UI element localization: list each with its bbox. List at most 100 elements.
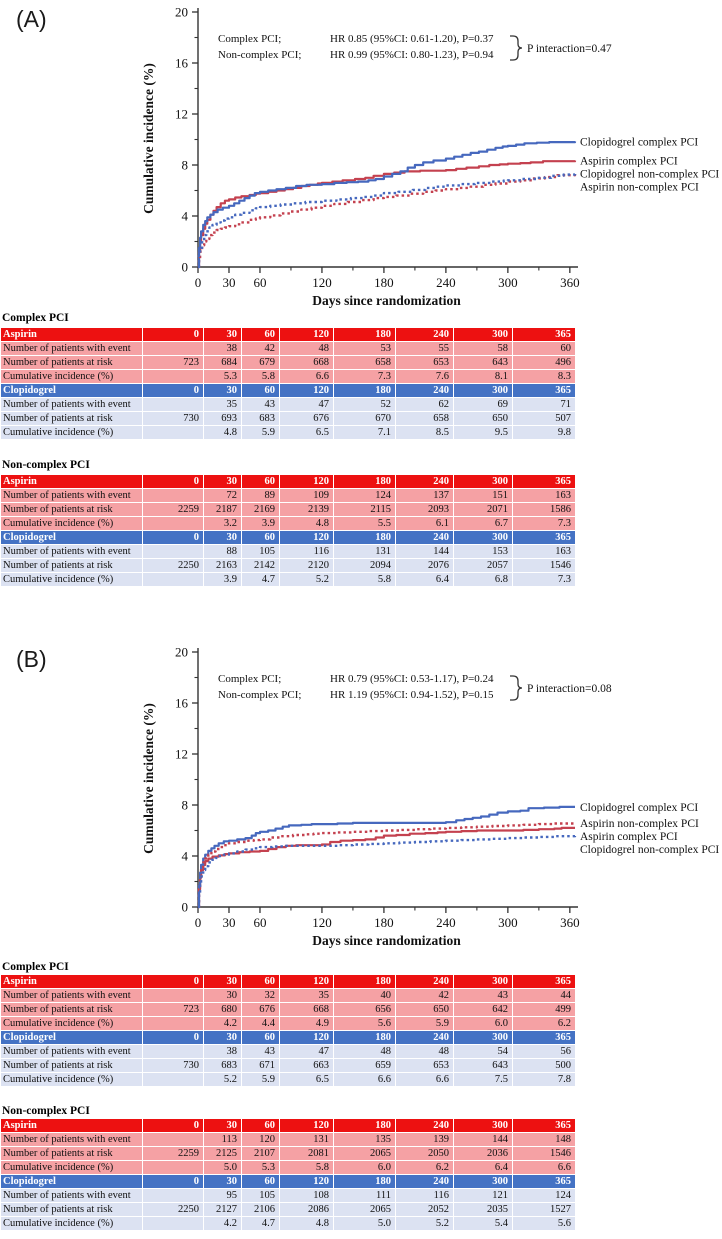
risk-table-value: 135 [333, 1132, 396, 1147]
risk-table-row-label: Number of patients at risk [0, 558, 143, 573]
risk-table-data-row: Number of patients with event 38 43 47 48 48 5… [0, 1044, 576, 1059]
risk-table-group-name: Aspirin [0, 1118, 143, 1133]
x-tick-label: 240 [436, 915, 456, 930]
risk-table-value: 48 [333, 1044, 396, 1059]
risk-table-group-name: Clopidogrel [0, 530, 143, 545]
risk-table-value: 47 [279, 1044, 334, 1059]
risk-table-value: 1586 [512, 502, 576, 517]
risk-table-value: 6.1 [395, 516, 454, 531]
risk-table-data-row: Number of patients at risk 723 684 679 668 65… [0, 355, 576, 370]
risk-table-value: 2106 [241, 1202, 280, 1217]
risk-table-value: 4.2 [203, 1216, 242, 1231]
risk-table-value: 676 [279, 411, 334, 426]
risk-table-value: 9.5 [453, 425, 513, 440]
risk-table-value: 1546 [512, 558, 576, 573]
risk-table-value: 111 [333, 1188, 396, 1203]
annotation-group: Complex PCI; [218, 33, 281, 45]
risk-table-timepoint: 30 [203, 383, 242, 398]
risk-table-value [142, 544, 204, 559]
risk-table-row-label: Number of patients with event [0, 988, 143, 1003]
risk-table-value: 642 [453, 1002, 513, 1017]
risk-table-row-label: Number of patients with event [0, 397, 143, 412]
y-axis-title: Cumulative incidence (%) [141, 63, 156, 214]
risk-table-data-row: Number of patients with event 88 105 116 131… [0, 544, 576, 559]
risk-table-timepoint: 300 [453, 530, 513, 545]
risk-table-row-label: Cumulative incidence (%) [0, 572, 143, 587]
risk-table-value: 5.0 [203, 1160, 242, 1175]
risk-table-value: 6.2 [512, 1016, 576, 1031]
risk-table: Aspirin 0 30 60 120 180 240 300 365 Number of pat… [0, 474, 576, 587]
risk-table-value: 72 [203, 488, 242, 503]
curve-clopidogrel-complex-pci [197, 805, 575, 909]
risk-table-value: 671 [241, 1058, 280, 1073]
curve-label: Aspirin non-complex PCI [580, 182, 699, 194]
risk-table-value: 2163 [203, 558, 242, 573]
curve-clopidogrel-non-complex-pci [197, 835, 577, 909]
risk-table-timepoint: 180 [333, 1118, 396, 1133]
risk-table-group-header-row: Clopidogrel 0 30 60 120 180 240 300 365 [0, 383, 576, 398]
risk-table-value: 643 [453, 355, 513, 370]
risk-table-section-title: Complex PCI [2, 312, 69, 324]
risk-table-data-row: Number of patients with event 30 32 35 40 42 4… [0, 988, 576, 1003]
risk-table-value: 2057 [453, 558, 513, 573]
risk-table-row-label: Number of patients with event [0, 341, 143, 356]
curve-clopidogrel-non-complex-pci [197, 173, 577, 269]
risk-table-value: 6.6 [395, 1072, 454, 1087]
y-tick-label: 20 [175, 645, 188, 660]
risk-table-timepoint: 240 [395, 1030, 454, 1045]
curve-aspirin-non-complex-pci [197, 173, 577, 269]
risk-table-data-row: Cumulative incidence (%) 4.2 4.4 4.9 5.6 5.9 6… [0, 1016, 576, 1031]
risk-table-value [142, 988, 204, 1003]
risk-table-value: 2139 [279, 502, 334, 517]
risk-table-section-title: Non-complex PCI [2, 1105, 90, 1117]
risk-table-value: 6.6 [512, 1160, 576, 1175]
risk-table-data-row: Cumulative incidence (%) 3.2 3.9 4.8 5.5 6.1 6… [0, 516, 576, 531]
risk-table-value: 7.8 [512, 1072, 576, 1087]
risk-table-value: 2065 [333, 1202, 396, 1217]
risk-table-value: 2250 [142, 1202, 204, 1217]
y-tick-label: 4 [182, 849, 189, 864]
risk-table-value: 2127 [203, 1202, 242, 1217]
risk-table-group-name: Clopidogrel [0, 1030, 143, 1045]
risk-table-timepoint: 300 [453, 383, 513, 398]
risk-table-value: 650 [453, 411, 513, 426]
risk-table-value: 108 [279, 1188, 334, 1203]
risk-table-value: 2187 [203, 502, 242, 517]
risk-table-value: 2120 [279, 558, 334, 573]
curve-label: Clopidogrel complex PCI [580, 802, 698, 814]
risk-table-data-row: Number of patients at risk 2259 2187 2169 21… [0, 502, 576, 517]
risk-table-timepoint: 60 [241, 327, 280, 342]
risk-table-value: 113 [203, 1132, 242, 1147]
risk-table-value: 6.4 [453, 1160, 513, 1175]
risk-table-value: 6.0 [453, 1016, 513, 1031]
risk-table-timepoint: 60 [241, 383, 280, 398]
y-tick-label: 16 [175, 696, 189, 711]
y-tick-label: 12 [175, 107, 188, 122]
x-tick-label: 30 [222, 275, 235, 290]
risk-table-value: 683 [241, 411, 280, 426]
risk-table-value: 3.9 [203, 572, 242, 587]
risk-table-timepoint: 240 [395, 1118, 454, 1133]
risk-table-group-header-row: Aspirin 0 30 60 120 180 240 300 365 [0, 974, 576, 989]
x-tick-label: 120 [312, 915, 332, 930]
risk-table-value: 48 [279, 341, 334, 356]
risk-table-value: 5.2 [279, 572, 334, 587]
risk-table-data-row: Number of patients at risk 730 683 671 663 65… [0, 1058, 576, 1073]
risk-table-group-header-row: Aspirin 0 30 60 120 180 240 300 365 [0, 327, 576, 342]
risk-table-value: 43 [453, 988, 513, 1003]
risk-table-value: 62 [395, 397, 454, 412]
risk-table-value: 7.1 [333, 425, 396, 440]
risk-table-timepoint: 240 [395, 474, 454, 489]
risk-table-data-row: Number of patients with event 38 42 48 53 55 5… [0, 341, 576, 356]
risk-table-value: 105 [241, 544, 280, 559]
risk-table-row-label: Number of patients at risk [0, 502, 143, 517]
x-tick-label: 240 [436, 275, 456, 290]
risk-table-row-label: Number of patients at risk [0, 355, 143, 370]
risk-table-timepoint: 0 [142, 383, 204, 398]
risk-table-data-row: Cumulative incidence (%) 4.8 5.9 6.5 7.1 8.5 9… [0, 425, 576, 440]
risk-table: Aspirin 0 30 60 120 180 240 300 365 Number of pat… [0, 974, 576, 1087]
risk-table-value: 730 [142, 1058, 204, 1073]
risk-table-timepoint: 180 [333, 1174, 396, 1189]
risk-table-timepoint: 0 [142, 1174, 204, 1189]
risk-table-value: 500 [512, 1058, 576, 1073]
